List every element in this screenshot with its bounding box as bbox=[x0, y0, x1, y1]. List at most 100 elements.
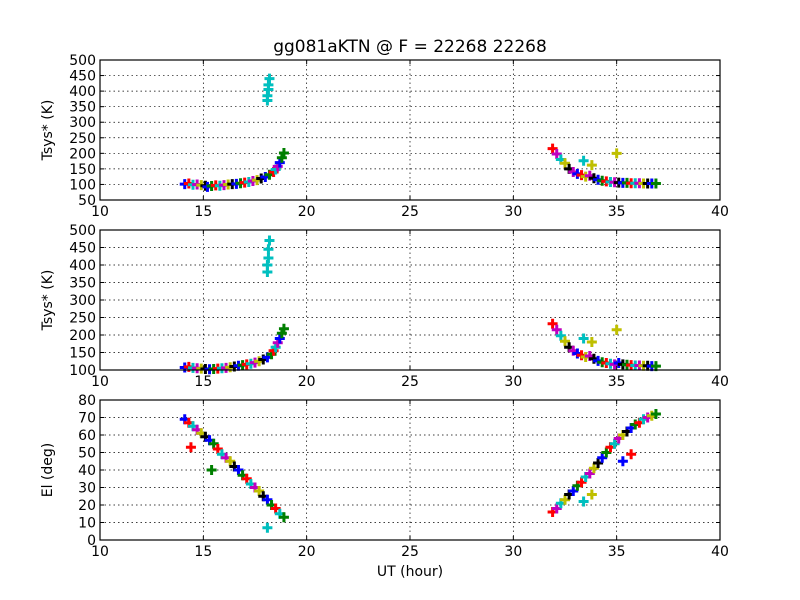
x-tick-label: 15 bbox=[194, 544, 212, 560]
x-tick-label: 40 bbox=[711, 544, 729, 560]
y-tick-label: 250 bbox=[69, 131, 96, 147]
data-point bbox=[601, 447, 612, 458]
data-point bbox=[263, 253, 274, 263]
data-point bbox=[588, 463, 599, 474]
data-point bbox=[560, 158, 570, 169]
x-tick-label: 30 bbox=[504, 374, 522, 390]
data-point bbox=[626, 449, 637, 460]
data-point bbox=[547, 143, 558, 154]
data-point bbox=[278, 323, 289, 334]
data-point bbox=[617, 456, 628, 467]
y-tick-label: 60 bbox=[78, 428, 96, 444]
data-point bbox=[551, 148, 562, 159]
data-point bbox=[576, 477, 587, 488]
panel-tsys-upper: 10 15 20 25 30 35 40 50100150200250300350400450… bbox=[40, 53, 729, 220]
x-tick-label: 40 bbox=[711, 374, 729, 390]
data-point bbox=[555, 330, 566, 341]
data-point bbox=[206, 465, 217, 475]
chart-title: gg081aKTN @ F = 22268 22268 bbox=[273, 37, 547, 57]
y-tick-label: 300 bbox=[69, 293, 96, 309]
y-tick-label: 200 bbox=[69, 328, 96, 344]
data-point bbox=[560, 494, 570, 505]
y-tick-label: 200 bbox=[69, 146, 96, 162]
x-tick-label: 35 bbox=[608, 374, 626, 390]
y-tick-label: 150 bbox=[69, 346, 96, 362]
y-tick-label: 250 bbox=[69, 311, 96, 327]
x-tick-label: 10 bbox=[91, 374, 109, 390]
x-tick-label: 15 bbox=[194, 374, 212, 390]
data-point bbox=[274, 333, 285, 344]
y-tick-label: 500 bbox=[69, 223, 96, 239]
data-point bbox=[551, 324, 562, 335]
y-axis-label: Tsys* (K) bbox=[40, 100, 56, 162]
y-tick-label: 450 bbox=[69, 241, 96, 257]
data-point bbox=[278, 512, 289, 523]
y-tick-label: 350 bbox=[69, 276, 96, 292]
data-point bbox=[551, 503, 562, 514]
x-tick-label: 35 bbox=[608, 204, 626, 220]
y-tick-label: 100 bbox=[69, 363, 96, 379]
y-tick-label: 500 bbox=[69, 53, 96, 69]
data-point bbox=[264, 235, 275, 246]
x-tick-label: 20 bbox=[298, 204, 316, 220]
y-tick-label: 400 bbox=[69, 84, 96, 100]
x-tick-label: 15 bbox=[194, 204, 212, 220]
y-tick-label: 0 bbox=[87, 533, 96, 549]
data-point bbox=[262, 494, 273, 505]
data-point bbox=[584, 468, 595, 479]
x-tick-label: 30 bbox=[504, 204, 522, 220]
y-axis-label: Tsys* (K) bbox=[40, 270, 56, 332]
data-point bbox=[263, 244, 274, 255]
data-point bbox=[586, 160, 597, 171]
x-tick-label: 20 bbox=[298, 544, 316, 560]
data-point bbox=[650, 178, 661, 189]
data-point bbox=[568, 486, 579, 496]
x-tick-label: 20 bbox=[298, 374, 316, 390]
data-point bbox=[586, 489, 597, 500]
x-tick-label: 25 bbox=[401, 374, 419, 390]
y-tick-label: 20 bbox=[78, 498, 96, 514]
x-tick-label: 40 bbox=[711, 204, 729, 220]
y-tick-label: 150 bbox=[69, 162, 96, 178]
data-point bbox=[578, 155, 589, 166]
y-tick-label: 80 bbox=[78, 393, 96, 409]
data-point bbox=[264, 73, 275, 84]
x-tick-label: 10 bbox=[91, 544, 109, 560]
x-tick-label: 25 bbox=[401, 204, 419, 220]
x-tick-label: 10 bbox=[91, 204, 109, 220]
data-point bbox=[262, 522, 273, 533]
data-point bbox=[578, 333, 589, 344]
x-tick-label: 25 bbox=[401, 544, 419, 560]
data-point bbox=[225, 456, 236, 467]
data-point bbox=[597, 452, 608, 463]
data-point bbox=[547, 318, 558, 329]
y-tick-label: 10 bbox=[78, 516, 96, 532]
data-point bbox=[593, 458, 604, 468]
data-point bbox=[278, 148, 289, 159]
y-tick-label: 50 bbox=[78, 446, 96, 462]
panels: 10 15 20 25 30 35 4050100150200250300350400450… bbox=[40, 53, 729, 560]
y-tick-label: 450 bbox=[69, 69, 96, 85]
data-point bbox=[650, 409, 661, 419]
y-tick-label: 70 bbox=[78, 411, 96, 427]
data-point bbox=[609, 438, 620, 449]
y-tick-label: 40 bbox=[78, 463, 96, 479]
data-point bbox=[212, 444, 223, 454]
data-point bbox=[254, 486, 265, 496]
y-tick-label: 400 bbox=[69, 258, 96, 274]
y-axis-label: El (deg) bbox=[40, 443, 56, 498]
data-point bbox=[185, 442, 196, 453]
data-point bbox=[611, 324, 622, 335]
data-point bbox=[208, 438, 219, 449]
data-point bbox=[560, 336, 570, 347]
data-point bbox=[233, 465, 244, 475]
data-point bbox=[241, 473, 252, 484]
data-point bbox=[270, 503, 281, 514]
y-tick-label: 50 bbox=[78, 193, 96, 209]
y-tick-label: 350 bbox=[69, 100, 96, 116]
y-tick-label: 30 bbox=[78, 481, 96, 497]
data-point bbox=[586, 337, 597, 347]
